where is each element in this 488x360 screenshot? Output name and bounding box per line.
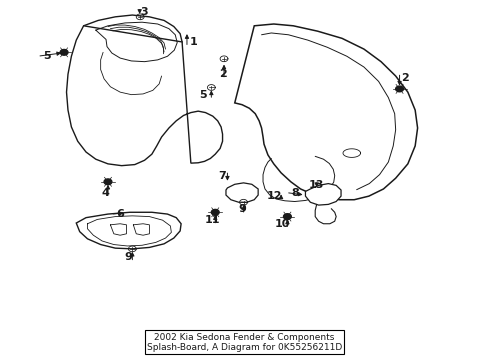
Polygon shape <box>60 49 68 55</box>
Polygon shape <box>66 26 222 166</box>
Text: 12: 12 <box>266 191 282 201</box>
Polygon shape <box>225 183 258 202</box>
Text: 11: 11 <box>204 215 220 225</box>
Text: 10: 10 <box>274 219 289 229</box>
Text: 2002 Kia Sedona Fender & Components
Splash-Board, A Diagram for 0K55256211D: 2002 Kia Sedona Fender & Components Spla… <box>146 333 342 352</box>
Text: 4: 4 <box>102 188 109 198</box>
Text: 9: 9 <box>124 252 132 262</box>
Polygon shape <box>83 15 182 66</box>
Text: 13: 13 <box>308 180 324 190</box>
Polygon shape <box>211 210 219 215</box>
Text: 2: 2 <box>218 69 226 79</box>
Text: 2: 2 <box>401 73 408 83</box>
Polygon shape <box>283 214 291 220</box>
Polygon shape <box>395 86 403 92</box>
Text: 1: 1 <box>189 37 197 47</box>
Polygon shape <box>76 212 181 249</box>
Text: 5: 5 <box>199 90 206 100</box>
Text: 8: 8 <box>291 188 299 198</box>
Text: 3: 3 <box>141 7 148 17</box>
Polygon shape <box>104 179 112 185</box>
Polygon shape <box>305 184 340 205</box>
Text: 6: 6 <box>116 209 124 219</box>
Text: 5: 5 <box>43 51 51 61</box>
Text: 9: 9 <box>238 204 245 215</box>
Text: 7: 7 <box>218 171 226 181</box>
Polygon shape <box>234 24 417 200</box>
